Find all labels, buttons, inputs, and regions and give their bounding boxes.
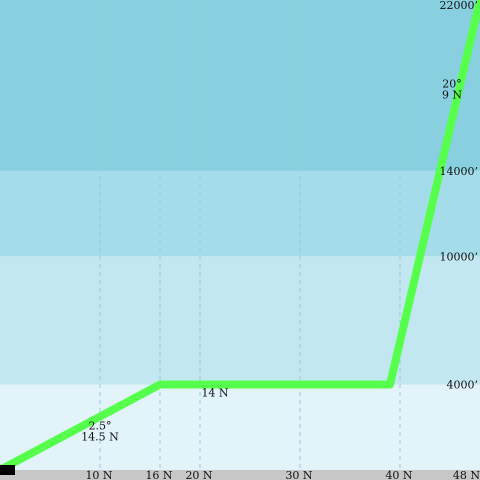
altitude-bands [0,0,480,470]
altitude-band-3 [0,0,480,171]
start-marker [0,465,15,475]
x-tick-labels: 10 N 16 N 20 N 30 N 40 N 48 N [85,469,480,480]
segment-label-2: 20° 9 N [442,78,462,102]
x-axis-bar [0,470,480,480]
y-tick-label-14000: 14000’ [440,165,479,178]
x-tick-label-30: 30 N [285,469,312,480]
y-tick-label-4000: 4000’ [447,379,479,392]
segment-label-0: 2.5° 14.5 N [81,419,119,443]
x-tick-label-20: 20 N [185,469,212,480]
x-tick-label-16: 16 N [145,469,172,480]
x-tick-label-48: 48 N [453,469,480,480]
x-tick-label-10: 10 N [85,469,112,480]
grid-lines [99,0,401,470]
segment-label-1: 14 N [201,386,228,399]
altitude-band-2 [0,170,480,257]
y-tick-label-10000: 10000’ [440,250,479,263]
y-tick-label-22000: 22000’ [440,0,479,12]
y-tick-labels: 4000’ 10000’ 14000’ 22000’ [440,0,479,392]
x-tick-label-40: 40 N [385,469,412,480]
segment-labels: 2.5° 14.5 N 14 N 20° 9 N [81,78,462,444]
